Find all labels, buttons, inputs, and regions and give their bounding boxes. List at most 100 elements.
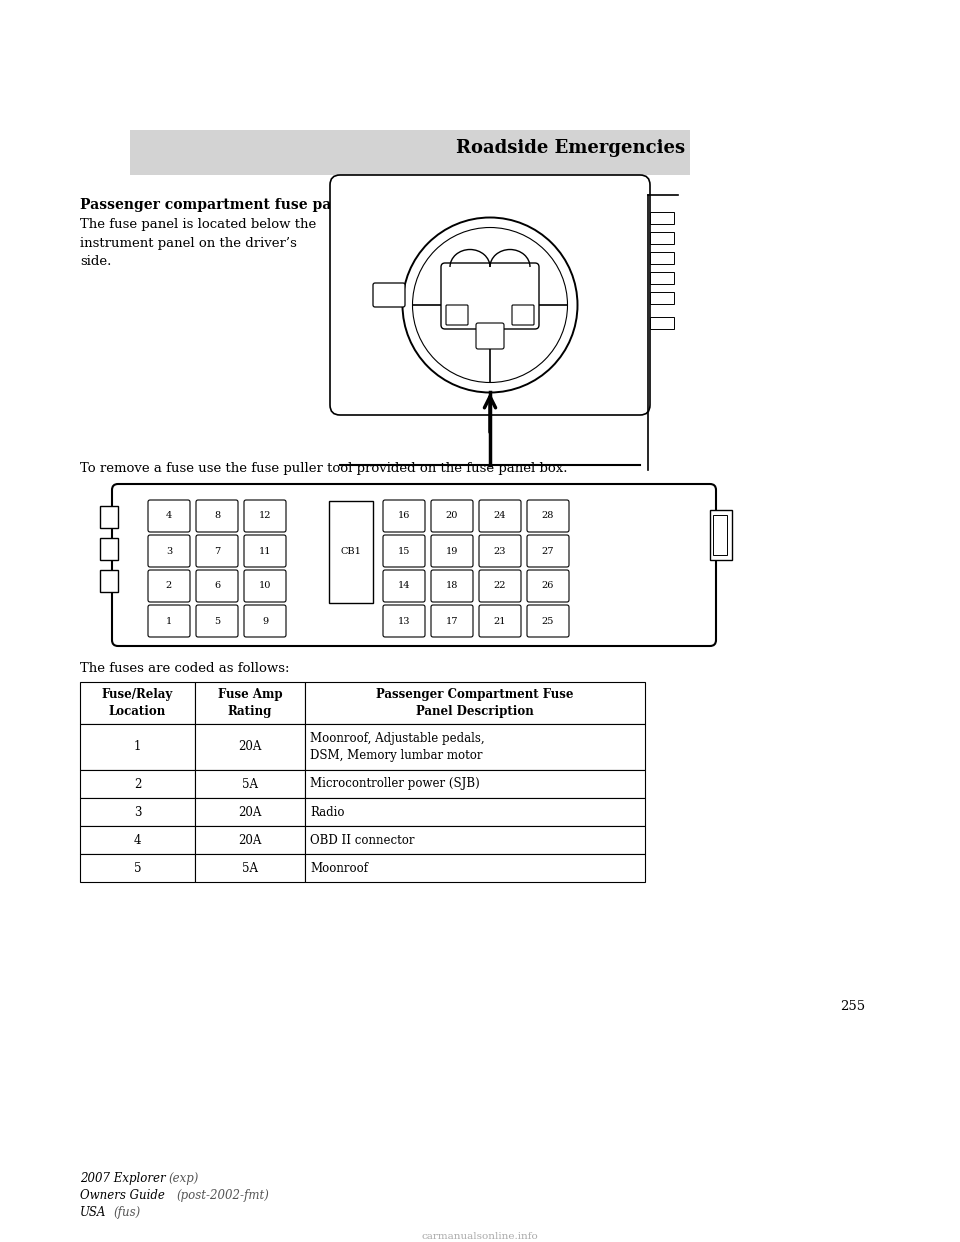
FancyBboxPatch shape: [195, 770, 305, 799]
FancyBboxPatch shape: [476, 323, 504, 349]
Text: 22: 22: [493, 581, 506, 590]
Text: 2: 2: [133, 777, 141, 790]
FancyBboxPatch shape: [373, 283, 405, 307]
Text: 5A: 5A: [242, 777, 258, 790]
FancyBboxPatch shape: [195, 854, 305, 882]
Text: 17: 17: [445, 616, 458, 626]
Text: The fuses are coded as follows:: The fuses are coded as follows:: [80, 662, 290, 674]
Text: 1: 1: [133, 740, 141, 754]
Text: 19: 19: [445, 546, 458, 555]
FancyBboxPatch shape: [650, 292, 674, 304]
Text: 27: 27: [541, 546, 554, 555]
FancyBboxPatch shape: [431, 501, 473, 532]
Text: 11: 11: [259, 546, 272, 555]
FancyBboxPatch shape: [196, 501, 238, 532]
FancyBboxPatch shape: [479, 501, 521, 532]
FancyBboxPatch shape: [441, 263, 539, 329]
FancyBboxPatch shape: [148, 605, 190, 637]
Text: 2007 Explorer: 2007 Explorer: [80, 1172, 166, 1185]
FancyBboxPatch shape: [305, 682, 645, 724]
FancyBboxPatch shape: [100, 570, 118, 592]
FancyBboxPatch shape: [305, 854, 645, 882]
FancyBboxPatch shape: [330, 175, 650, 415]
FancyBboxPatch shape: [479, 605, 521, 637]
Text: carmanualsonline.info: carmanualsonline.info: [421, 1232, 539, 1241]
Text: 2: 2: [166, 581, 172, 590]
FancyBboxPatch shape: [446, 306, 468, 325]
FancyBboxPatch shape: [80, 682, 195, 724]
Text: Moonroof, Adjustable pedals,
DSM, Memory lumbar motor: Moonroof, Adjustable pedals, DSM, Memory…: [310, 732, 485, 763]
FancyBboxPatch shape: [244, 605, 286, 637]
Text: 16: 16: [397, 512, 410, 520]
FancyBboxPatch shape: [80, 724, 195, 770]
Text: 18: 18: [445, 581, 458, 590]
Text: 24: 24: [493, 512, 506, 520]
Text: (post-2002-fmt): (post-2002-fmt): [176, 1189, 269, 1202]
FancyBboxPatch shape: [527, 570, 569, 602]
FancyBboxPatch shape: [383, 570, 425, 602]
Text: (exp): (exp): [168, 1172, 199, 1185]
Text: OBD II connector: OBD II connector: [310, 833, 415, 847]
Text: The fuse panel is located below the
instrument panel on the driver’s
side.: The fuse panel is located below the inst…: [80, 219, 316, 268]
FancyBboxPatch shape: [512, 306, 534, 325]
FancyBboxPatch shape: [244, 570, 286, 602]
Text: 20: 20: [445, 512, 458, 520]
Text: 28: 28: [541, 512, 554, 520]
FancyBboxPatch shape: [383, 535, 425, 568]
Text: 12: 12: [259, 512, 272, 520]
FancyBboxPatch shape: [479, 535, 521, 568]
Text: 13: 13: [397, 616, 410, 626]
Text: USA: USA: [80, 1206, 107, 1218]
Text: 25: 25: [541, 616, 554, 626]
Text: 3: 3: [166, 546, 172, 555]
Text: 4: 4: [133, 833, 141, 847]
Text: 7: 7: [214, 546, 220, 555]
Text: 5: 5: [214, 616, 220, 626]
Text: 23: 23: [493, 546, 506, 555]
Text: 5: 5: [133, 862, 141, 874]
Text: 9: 9: [262, 616, 268, 626]
FancyBboxPatch shape: [650, 317, 674, 329]
FancyBboxPatch shape: [650, 232, 674, 243]
FancyBboxPatch shape: [305, 724, 645, 770]
Text: To remove a fuse use the fuse puller tool provided on the fuse panel box.: To remove a fuse use the fuse puller too…: [80, 462, 567, 474]
Text: 4: 4: [166, 512, 172, 520]
Text: 21: 21: [493, 616, 506, 626]
FancyBboxPatch shape: [527, 501, 569, 532]
FancyBboxPatch shape: [527, 605, 569, 637]
FancyBboxPatch shape: [195, 724, 305, 770]
FancyBboxPatch shape: [329, 501, 373, 604]
Text: (fus): (fus): [113, 1206, 140, 1218]
FancyBboxPatch shape: [148, 535, 190, 568]
FancyBboxPatch shape: [80, 799, 195, 826]
Text: 255: 255: [840, 1000, 865, 1013]
FancyBboxPatch shape: [650, 272, 674, 284]
Text: 20A: 20A: [238, 806, 262, 818]
FancyBboxPatch shape: [527, 535, 569, 568]
Text: Microcontroller power (SJB): Microcontroller power (SJB): [310, 777, 480, 790]
FancyBboxPatch shape: [80, 854, 195, 882]
Text: 3: 3: [133, 806, 141, 818]
FancyBboxPatch shape: [195, 682, 305, 724]
Text: Radio: Radio: [310, 806, 345, 818]
FancyBboxPatch shape: [80, 770, 195, 799]
FancyBboxPatch shape: [305, 770, 645, 799]
FancyBboxPatch shape: [650, 212, 674, 224]
FancyBboxPatch shape: [650, 252, 674, 265]
Text: Owners Guide: Owners Guide: [80, 1189, 165, 1202]
FancyBboxPatch shape: [196, 605, 238, 637]
FancyBboxPatch shape: [713, 515, 727, 555]
Text: 8: 8: [214, 512, 220, 520]
Text: Passenger compartment fuse panel: Passenger compartment fuse panel: [80, 197, 355, 212]
Text: 20A: 20A: [238, 833, 262, 847]
FancyBboxPatch shape: [244, 535, 286, 568]
Text: CB1: CB1: [341, 548, 361, 556]
FancyBboxPatch shape: [479, 570, 521, 602]
FancyBboxPatch shape: [244, 501, 286, 532]
FancyBboxPatch shape: [195, 826, 305, 854]
Text: 6: 6: [214, 581, 220, 590]
Text: Fuse Amp
Rating: Fuse Amp Rating: [218, 688, 282, 718]
FancyBboxPatch shape: [305, 826, 645, 854]
FancyBboxPatch shape: [130, 130, 690, 175]
FancyBboxPatch shape: [431, 535, 473, 568]
